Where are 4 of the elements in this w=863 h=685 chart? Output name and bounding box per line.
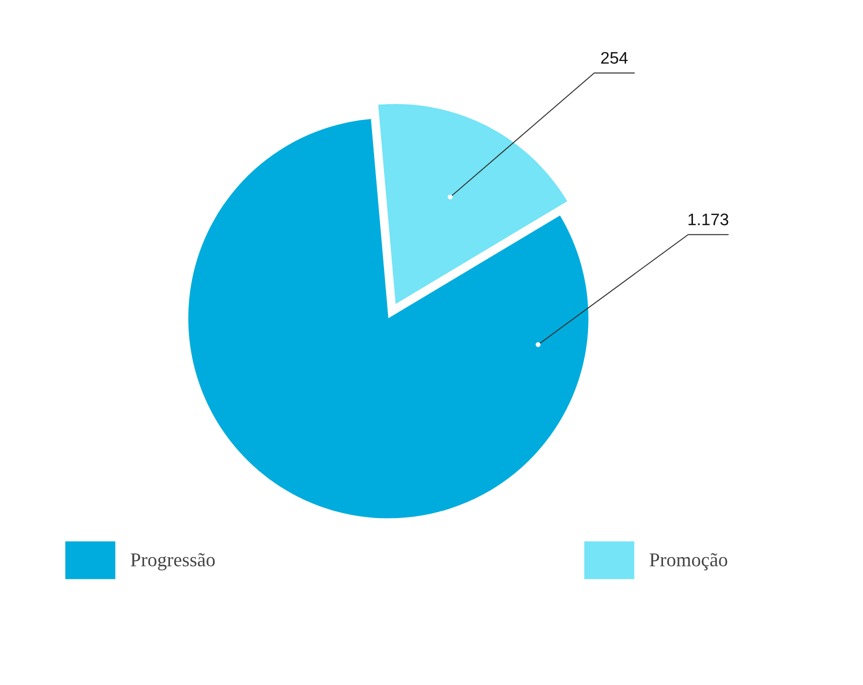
legend-label: Promoção <box>650 553 728 570</box>
data-label: 1.173 <box>688 214 728 226</box>
data-label: 254 <box>601 52 628 64</box>
legend-label: Progressão <box>130 553 215 570</box>
